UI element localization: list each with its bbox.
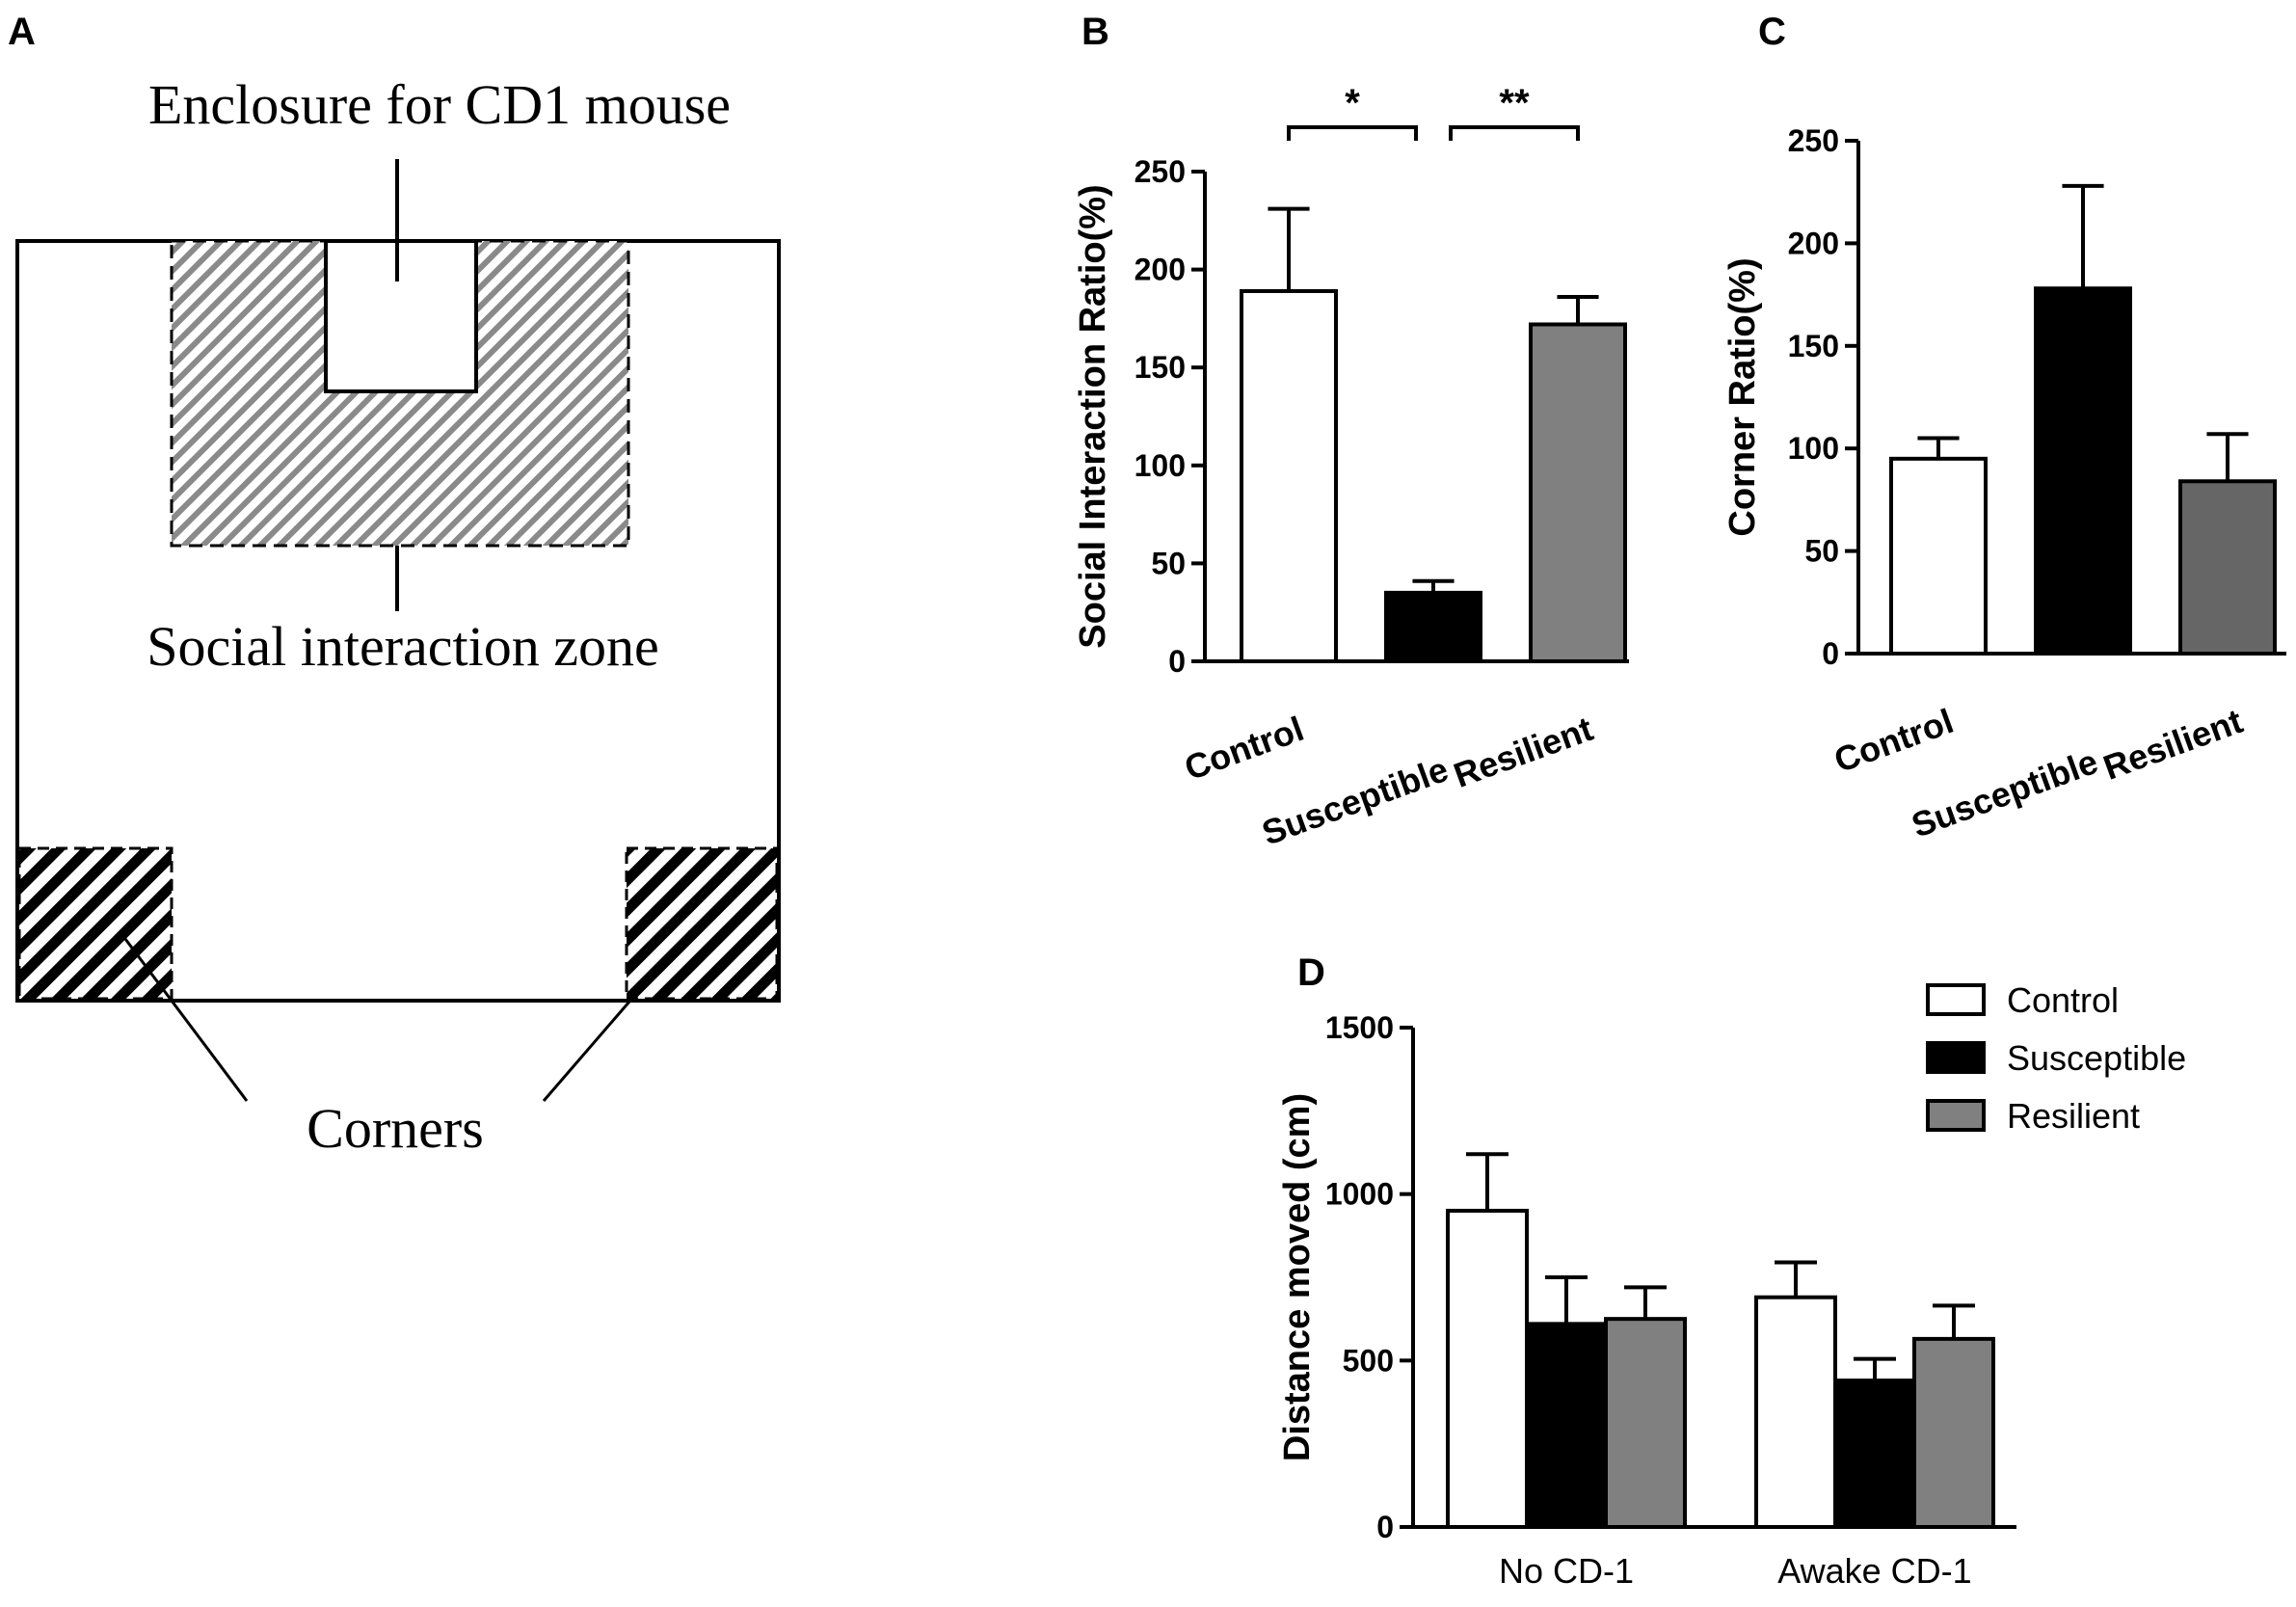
panel-b-chart: B 0 50 100 150 200 250 Social Interaction Rati… — [1073, 11, 1629, 853]
panel-b-category-label: Susceptible — [1257, 749, 1454, 853]
panel-d-legend-swatch-susceptible — [1926, 1041, 1986, 1074]
panel-b-y-tick-label: 50 — [1151, 546, 1186, 580]
panel-d-bar-resilient — [1912, 1336, 1995, 1530]
panel-d-legend-swatch-resilient — [1926, 1099, 1986, 1132]
panel-d-legend-label: Control — [2007, 980, 2119, 1020]
panel-d-y-tick-label: 500 — [1343, 1343, 1394, 1378]
panel-d-y-tick-label: 0 — [1376, 1510, 1394, 1544]
panel-b-category-label: Control — [1179, 709, 1308, 788]
panel-c-category-label: Control — [1829, 701, 1958, 780]
panel-b-y-axis-title: Social Interaction Ratio(%) — [1073, 184, 1113, 648]
cd1-enclosure — [324, 239, 478, 393]
panel-b-bar-susceptible — [1384, 590, 1482, 664]
panel-d-bar-control — [1754, 1295, 1837, 1529]
panel-d-y-tick-label: 1000 — [1325, 1177, 1394, 1212]
panel-d-bar-susceptible — [1525, 1322, 1608, 1530]
panel-c-bar-control — [1889, 456, 1988, 656]
panel-c-y-tick-label: 200 — [1788, 226, 1839, 260]
panel-d-category-label: No CD-1 — [1499, 1551, 1634, 1591]
panel-d-bar-susceptible — [1833, 1379, 1916, 1530]
corner-zone-right — [625, 846, 779, 1001]
panel-c-category-label: Susceptible — [1907, 741, 2103, 845]
enclosure-label: Enclosure for CD1 mouse — [148, 73, 731, 136]
panel-d-y-tick-label: 1500 — [1325, 1010, 1394, 1045]
zone-label: Social interaction zone — [147, 615, 658, 678]
panel-b-significance-bracket — [1449, 125, 1580, 141]
panel-d-y-axis-title: Distance moved (cm) — [1277, 1093, 1318, 1461]
panel-c-y-tick-label: 100 — [1788, 431, 1839, 466]
panel-letter-d: D — [1297, 951, 1325, 994]
panel-letter-c: C — [1758, 11, 1786, 53]
panel-b-y-tick-label: 250 — [1135, 154, 1186, 189]
panel-b-bar-control — [1240, 288, 1338, 663]
corners-label: Corners — [307, 1097, 484, 1160]
panel-b-y-tick-label: 200 — [1135, 253, 1186, 287]
panel-b-y-tick-label: 0 — [1168, 644, 1186, 679]
panel-c-chart: C 0 50 100 150 200 250 Corner Ratio(%) ControlS… — [1722, 11, 2286, 845]
panel-d-legend-swatch-control — [1926, 983, 1986, 1016]
corner-pointer-right — [542, 930, 692, 1102]
panel-c-y-tick-label: 50 — [1804, 534, 1839, 569]
panel-letter-b: B — [1081, 11, 1109, 53]
panel-b-bar-resilient — [1529, 322, 1627, 663]
panel-c-bar-resilient — [2178, 479, 2277, 656]
panel-d-bar-resilient — [1604, 1317, 1687, 1529]
panel-d-bar-control — [1446, 1208, 1529, 1530]
panel-c-y-tick-label: 150 — [1788, 329, 1839, 363]
panel-b-significance-bracket — [1287, 125, 1418, 141]
panel-d-category-label: Awake CD-1 — [1777, 1551, 1971, 1591]
panel-d-legend-label: Susceptible — [2007, 1038, 2186, 1078]
panel-c-category-label: Resilient — [2098, 701, 2248, 788]
panel-b-y-tick-label: 100 — [1135, 448, 1186, 483]
corner-zone-left — [17, 846, 174, 1001]
panel-letter-a: A — [8, 11, 36, 53]
panel-b-y-tick-label: 150 — [1135, 350, 1186, 385]
panel-b-significance-label: * — [1345, 82, 1360, 124]
panel-d-legend-label: Resilient — [2007, 1096, 2140, 1136]
panel-c-y-tick-label: 0 — [1822, 636, 1839, 671]
panel-b-category-label: Resilient — [1449, 709, 1598, 795]
panel-c-y-tick-label: 250 — [1788, 123, 1839, 158]
panel-c-bar-susceptible — [2034, 286, 2132, 656]
panel-c-y-axis-title: Corner Ratio(%) — [1722, 257, 1763, 536]
corner-pointer-left — [118, 930, 249, 1102]
panel-a: A Enclosure for CD1 mouse Social interac… — [8, 11, 781, 1160]
panel-d-chart: D 0 500 1000 1500 Distance moved (cm) No CD-1… — [1277, 951, 2186, 1591]
panel-b-significance-label: ** — [1499, 82, 1530, 124]
